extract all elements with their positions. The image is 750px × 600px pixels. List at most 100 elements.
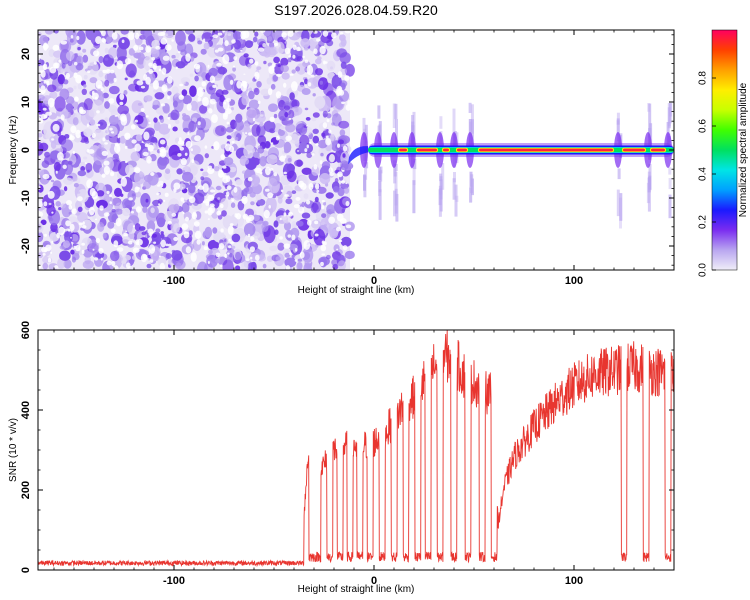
noise-gap bbox=[76, 35, 80, 41]
noise-gap bbox=[82, 221, 85, 225]
noise-blob bbox=[99, 223, 105, 228]
noise-blob bbox=[182, 114, 191, 122]
noise-gap bbox=[65, 72, 70, 79]
noise-blob bbox=[257, 147, 265, 154]
noise-blob bbox=[235, 179, 243, 186]
noise-gap bbox=[60, 40, 68, 45]
noise-blob bbox=[124, 164, 134, 176]
signal-segment bbox=[479, 148, 613, 152]
noise-gap bbox=[94, 96, 98, 100]
noise-gap bbox=[339, 89, 345, 96]
noise-blob bbox=[189, 73, 194, 77]
x-tick-label: 100 bbox=[565, 275, 583, 287]
noise-blob bbox=[206, 254, 218, 268]
noise-gap bbox=[203, 246, 208, 251]
noise-gap bbox=[279, 155, 286, 162]
noise-gap bbox=[161, 84, 168, 93]
noise-blob bbox=[304, 47, 309, 51]
signal-streak bbox=[378, 170, 382, 193]
noise-blob bbox=[260, 114, 264, 117]
noise-gap bbox=[339, 32, 344, 35]
noise-gap bbox=[47, 190, 55, 199]
noise-blob bbox=[267, 177, 278, 194]
noise-blob bbox=[104, 79, 110, 87]
noise-blob bbox=[259, 121, 264, 127]
noise-gap bbox=[201, 81, 207, 87]
noise-blob bbox=[61, 139, 73, 152]
noise-gap bbox=[153, 241, 157, 244]
noise-gap bbox=[130, 124, 136, 130]
noise-gap bbox=[193, 63, 201, 70]
noise-blob bbox=[200, 48, 207, 55]
noise-blob bbox=[306, 152, 313, 159]
noise-blob bbox=[257, 198, 266, 206]
noise-gap bbox=[106, 260, 112, 266]
noise-gap bbox=[344, 30, 351, 34]
noise-blob bbox=[298, 141, 309, 154]
noise-blob bbox=[344, 63, 355, 77]
noise-blob bbox=[85, 162, 93, 173]
noise-gap bbox=[147, 144, 154, 152]
noise-blob bbox=[134, 223, 141, 231]
noise-blob bbox=[171, 217, 180, 225]
noise-gap bbox=[204, 210, 208, 214]
noise-gap bbox=[320, 244, 327, 252]
colorbar: 0.0 0.2 0.4 0.6 0.8 Normalized spectral ampl… bbox=[698, 29, 749, 277]
noise-blob bbox=[89, 77, 98, 84]
signal-streak bbox=[619, 193, 623, 221]
noise-gap bbox=[186, 103, 192, 111]
signal-onset bbox=[348, 146, 368, 165]
noise-gap bbox=[336, 248, 339, 251]
noise-gap bbox=[284, 47, 291, 54]
noise-blob bbox=[284, 111, 289, 118]
noise-gap bbox=[325, 137, 331, 146]
noise-blob bbox=[182, 94, 192, 105]
noise-blob bbox=[262, 263, 267, 269]
signal-segment bbox=[399, 148, 407, 152]
noise-gap bbox=[152, 62, 157, 70]
noise-gap bbox=[202, 96, 209, 107]
noise-blob bbox=[241, 261, 249, 270]
noise-gap bbox=[123, 232, 128, 237]
noise-gap bbox=[336, 213, 344, 222]
noise-blob bbox=[66, 96, 75, 105]
noise-gap bbox=[79, 109, 87, 115]
noise-blob bbox=[225, 126, 234, 133]
noise-blob bbox=[119, 135, 126, 144]
noise-blob bbox=[342, 153, 346, 158]
noise-gap bbox=[222, 30, 225, 33]
noise-blob bbox=[204, 226, 213, 238]
noise-gap bbox=[178, 94, 185, 100]
noise-gap bbox=[168, 243, 172, 247]
noise-gap bbox=[109, 201, 112, 205]
noise-blob bbox=[140, 193, 151, 208]
noise-blob bbox=[184, 30, 195, 35]
signal-segment bbox=[443, 148, 449, 152]
noise-gap bbox=[229, 79, 234, 85]
noise-gap bbox=[101, 173, 106, 178]
noise-gap bbox=[304, 59, 309, 63]
noise-gap bbox=[303, 240, 311, 250]
noise-gap bbox=[145, 115, 149, 118]
noise-gap bbox=[322, 122, 328, 129]
noise-gap bbox=[128, 197, 133, 201]
noise-blob bbox=[93, 129, 104, 139]
noise-gap bbox=[47, 257, 52, 263]
noise-blob bbox=[283, 221, 292, 231]
signal-streak bbox=[616, 120, 620, 136]
noise-blob bbox=[337, 139, 344, 145]
signal-streak bbox=[363, 175, 367, 198]
noise-gap bbox=[224, 253, 228, 258]
noise-blob bbox=[165, 253, 172, 259]
noise-gap bbox=[66, 200, 72, 206]
noise-blob bbox=[249, 191, 256, 198]
noise-gap bbox=[95, 237, 101, 244]
noise-blob bbox=[328, 35, 332, 40]
noise-gap bbox=[316, 38, 321, 42]
noise-gap bbox=[337, 71, 343, 78]
noise-gap bbox=[119, 93, 125, 101]
noise-blob bbox=[275, 256, 281, 261]
noise-gap bbox=[46, 80, 50, 86]
noise-gap bbox=[119, 101, 124, 106]
noise-gap bbox=[179, 146, 184, 151]
